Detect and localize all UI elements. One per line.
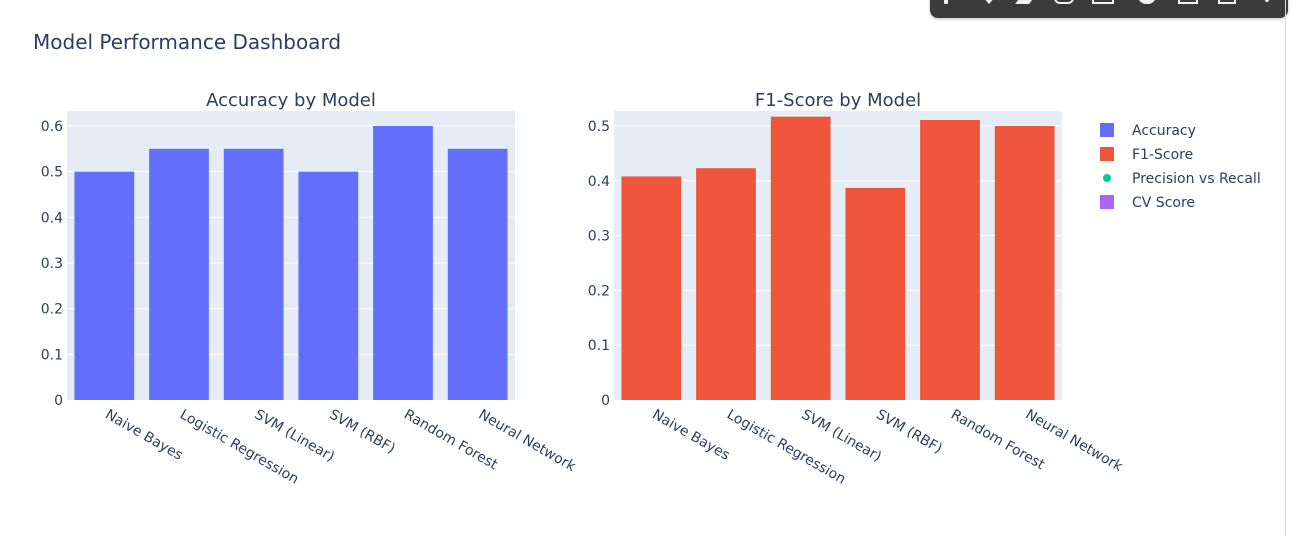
legend-label: Accuracy [1132, 123, 1196, 139]
y-tick-label: 0.3 [41, 256, 63, 272]
y-tick-label: 0.3 [588, 229, 610, 245]
autoscale-icon[interactable] [982, 0, 996, 4]
legend-label: Precision vs Recall [1132, 171, 1261, 187]
legend-item-accuracy[interactable]: Accuracy [1100, 123, 1196, 139]
bar-logistic-regression[interactable] [696, 168, 756, 400]
legend-label: F1-Score [1132, 147, 1193, 163]
y-tick-label: 0.2 [41, 302, 63, 318]
legend-item-precision-vs-recall[interactable]: Precision vs Recall [1103, 171, 1261, 187]
bar-svm-rbf[interactable] [845, 187, 906, 400]
y-tick-label: 0 [54, 393, 63, 409]
y-tick-label: 0.5 [41, 165, 63, 181]
bar-naive-bayes[interactable] [621, 176, 682, 400]
y-tick-label: 0.4 [41, 210, 63, 226]
x-tick-label: SVM (RBF) [873, 407, 944, 458]
y-tick-label: 0 [601, 393, 610, 409]
x-tick-label: SVM (RBF) [326, 407, 397, 458]
bar-random-forest[interactable] [920, 119, 980, 401]
export-icon[interactable] [1178, 0, 1198, 4]
y-tick-label: 0.1 [588, 338, 610, 354]
legend-item-cv-score[interactable]: CV Score [1100, 195, 1195, 211]
plot-area [614, 111, 1062, 400]
legend: Accuracy F1-Score Precision vs Recall CV Sc… [1100, 123, 1261, 211]
y-tick-label: 0.5 [588, 119, 610, 135]
x-tick-label: Naive Bayes [102, 407, 185, 464]
dashboard-title: Model Performance Dashboard [33, 30, 341, 54]
right-edge-divider [1285, 0, 1286, 536]
bar-random-forest[interactable] [373, 126, 433, 400]
y-tick-label: 0.1 [41, 347, 63, 363]
legend-square-symbol [1100, 147, 1114, 161]
bar-svm-linear[interactable] [770, 116, 831, 401]
plot-area [67, 111, 515, 400]
bar-svm-rbf[interactable] [298, 171, 359, 400]
bar-naive-bayes[interactable] [74, 171, 135, 400]
x-tick-label: Naive Bayes [649, 407, 732, 464]
legend-label: CV Score [1132, 195, 1195, 211]
legend-square-symbol [1100, 123, 1114, 137]
bar-neural-network[interactable] [994, 126, 1055, 400]
gear-icon[interactable] [1138, 0, 1156, 4]
bar-svm-linear[interactable] [223, 148, 284, 400]
legend-item-f1-score[interactable]: F1-Score [1100, 147, 1193, 163]
bar-logistic-regression[interactable] [149, 148, 209, 400]
trash-icon[interactable] [1218, 0, 1236, 4]
bar-neural-network[interactable] [447, 148, 508, 400]
chart-title: F1-Score by Model [755, 90, 921, 111]
legend-square-symbol [1100, 195, 1114, 209]
chart-title: Accuracy by Model [206, 90, 376, 111]
y-tick-label: 0.4 [588, 174, 610, 190]
chart-toolbar [930, 0, 1288, 18]
camera-icon[interactable] [944, 0, 948, 4]
legend-dot-symbol [1103, 174, 1111, 182]
comment-icon[interactable] [1092, 0, 1114, 4]
y-tick-label: 0.2 [588, 283, 610, 299]
y-tick-label: 0.6 [41, 119, 63, 135]
more-icon[interactable] [1265, 0, 1269, 2]
